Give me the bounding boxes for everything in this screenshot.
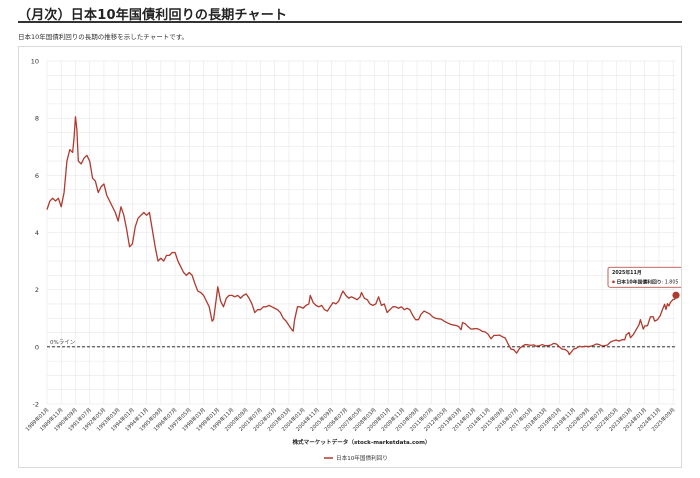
zero-line-label: 0%ライン <box>50 339 76 346</box>
last-data-point[interactable] <box>672 291 680 299</box>
grid-lines <box>46 60 676 405</box>
y-tick-label: -2 <box>33 401 39 409</box>
page-title: （月次）日本10年国債利回りの長期チャート <box>18 8 288 23</box>
tooltip-separator: : <box>662 280 665 285</box>
x-axis-title: 株式マーケットデータ（stock-marketdata.com） <box>292 438 430 446</box>
x-axis-ticks: 1989年01月1989年11月1990年09月1991年07月1992年05月… <box>23 406 676 433</box>
y-tick-label: 8 <box>35 115 39 123</box>
y-tick-label: 4 <box>35 229 39 237</box>
page-description: 日本10年国債利回りの長期の推移を示したチャートです。 <box>18 33 189 41</box>
title-divider <box>18 21 682 23</box>
y-tick-label: 2 <box>35 286 39 294</box>
y-axis-ticks: -2 0 2 4 6 8 10 <box>31 58 39 409</box>
tooltip-value-line: 日本10年国債利回り: 1.805 <box>617 278 679 285</box>
yield-line-chart[interactable]: -2 0 2 4 6 8 10 1989年01月1989年11月1990年09月1991年0… <box>19 47 687 467</box>
chart-legend[interactable]: 日本10年国債利回り <box>324 454 388 462</box>
tooltip-date: 2025年11月 <box>612 269 642 276</box>
data-tooltip: 2025年11月 日本10年国債利回り: 1.805 <box>607 266 687 288</box>
legend-label: 日本10年国債利回り <box>336 454 388 462</box>
tooltip-value: 1.805 <box>665 279 679 285</box>
y-tick-label: 10 <box>31 58 39 66</box>
y-tick-label: 0 <box>35 343 39 351</box>
series-line-jgb-10y <box>46 116 677 356</box>
chart-container: -2 0 2 4 6 8 10 1989年01月 1989年11月 1990年09月 1991年0… <box>18 46 687 468</box>
tooltip-bullet-icon <box>612 280 615 284</box>
tooltip-series-name: 日本10年国債利回り <box>617 278 662 285</box>
y-tick-label: 6 <box>35 172 39 180</box>
